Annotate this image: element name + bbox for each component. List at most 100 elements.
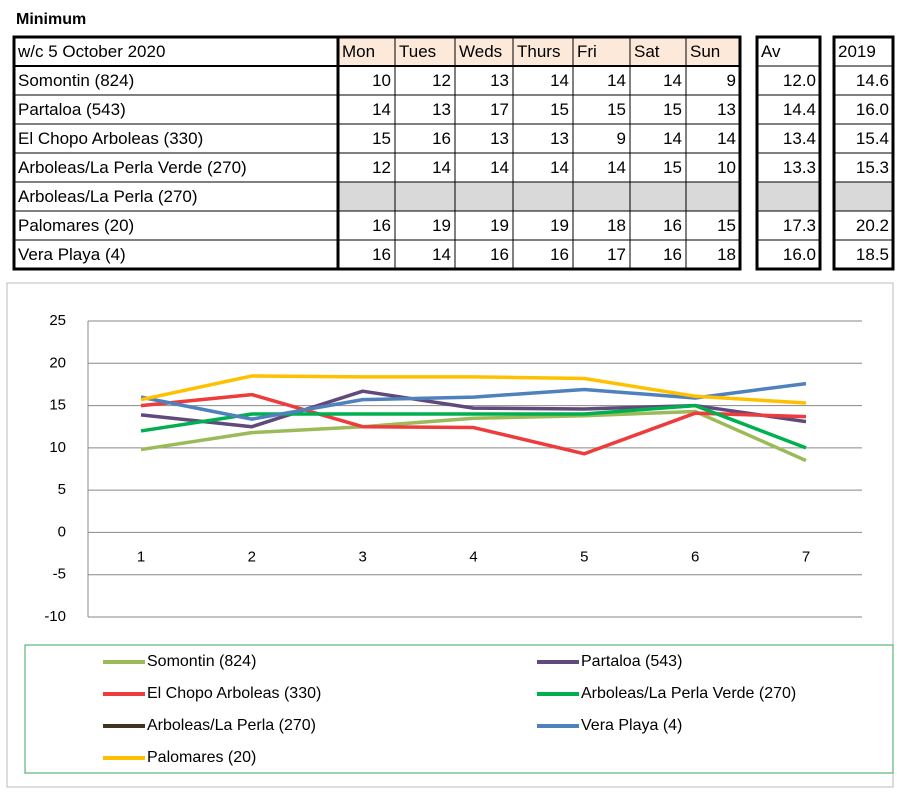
cell-text: 14 (717, 129, 736, 148)
cell-text: 14 (607, 158, 626, 177)
cell-text: 16.0 (783, 245, 816, 264)
header-cell-text: w/c 5 October 2020 (17, 42, 165, 61)
table-cell (394, 94, 456, 125)
header-cell-text: Av (761, 42, 781, 61)
table-cell (454, 152, 514, 183)
cell-text: 9 (617, 129, 626, 148)
cell-text: 19 (550, 216, 569, 235)
table-border (832, 35, 895, 271)
cell-text: 18 (607, 216, 626, 235)
header-cell-text: Fri (577, 42, 597, 61)
table-cell (629, 239, 687, 270)
cell-text: 13 (490, 71, 509, 90)
cell-text: 14 (607, 71, 626, 90)
cell-text: 16 (663, 216, 682, 235)
cell-text: 14 (550, 71, 569, 90)
header-cell-text: Sat (634, 42, 660, 61)
header-cell-text: Thurs (517, 42, 560, 61)
table-cell (13, 123, 339, 154)
y-tick-label: 0 (58, 523, 66, 540)
table-cell (572, 94, 631, 125)
cell-text: 15 (372, 129, 391, 148)
cell-text: 18.5 (856, 245, 889, 264)
cell-text: 15 (550, 100, 569, 119)
header-cell-text: Sun (690, 42, 720, 61)
cell-text: 20.2 (856, 216, 889, 235)
cell-text: 15 (663, 158, 682, 177)
cell-text: 15.3 (856, 158, 889, 177)
cell-text: 17 (490, 100, 509, 119)
table-cell (13, 181, 339, 212)
cell-text: 15 (663, 100, 682, 119)
table-cell (572, 239, 631, 270)
table-cell (629, 94, 687, 125)
table-cell (685, 152, 741, 183)
y-tick-label: 20 (49, 354, 66, 371)
table-cell (394, 181, 456, 212)
cell-text: Arboleas/La Perla Verde (270) (18, 158, 247, 177)
cell-text: 14 (663, 71, 682, 90)
table-cell (756, 181, 821, 212)
cell-text: 19 (432, 216, 451, 235)
cell-text: 16 (372, 245, 391, 264)
table-cell (685, 181, 741, 212)
table-cell (572, 36, 631, 67)
cell-text: 17 (607, 245, 626, 264)
cell-text: 13 (550, 129, 569, 148)
cell-text: 10 (372, 71, 391, 90)
x-tick-label: 6 (691, 548, 699, 565)
header-cell-text: Tues (399, 42, 436, 61)
table-cell (756, 36, 821, 67)
table-cell (756, 94, 821, 125)
y-tick-label: 5 (58, 481, 66, 498)
legend-label: Partaloa (543) (581, 653, 682, 670)
cell-text: 16 (663, 245, 682, 264)
table-border (755, 35, 822, 271)
cell-text: 13 (717, 100, 736, 119)
y-tick-label: 15 (49, 397, 66, 414)
table-cell (833, 123, 894, 154)
legend-label: Vera Playa (4) (581, 717, 682, 734)
table-cell (13, 65, 339, 96)
cell-text: 13.3 (783, 158, 816, 177)
page-title: Minimum (16, 11, 86, 28)
table-cell (833, 65, 894, 96)
table-cell (337, 123, 396, 154)
cell-text: 14 (490, 158, 509, 177)
cell-text: 13 (432, 100, 451, 119)
y-tick-label: 10 (49, 439, 66, 456)
table-cell (572, 181, 631, 212)
cell-text: 14 (663, 129, 682, 148)
series-line (140, 374, 807, 405)
table-border (12, 35, 742, 271)
legend-label: Arboleas/La Perla (270) (147, 717, 316, 734)
table-cell (337, 181, 396, 212)
table-cell (572, 210, 631, 241)
table-cell (685, 36, 741, 67)
table-cell (629, 210, 687, 241)
cell-text: 15 (607, 100, 626, 119)
cell-text: 14 (550, 158, 569, 177)
y-tick-label: -5 (53, 566, 66, 583)
table-cell (454, 239, 514, 270)
x-tick-label: 5 (580, 548, 588, 565)
table-cell (454, 181, 514, 212)
cell-text: 19 (490, 216, 509, 235)
cell-text: 12.0 (783, 71, 816, 90)
table-cell (337, 210, 396, 241)
legend-label: El Chopo Arboleas (330) (147, 685, 321, 702)
cell-text: 16 (372, 216, 391, 235)
header-cell-text: Weds (459, 42, 502, 61)
cell-text: Arboleas/La Perla (270) (18, 187, 198, 206)
cell-text: 15.4 (856, 129, 889, 148)
table-cell (629, 36, 687, 67)
cell-text: 18 (717, 245, 736, 264)
cell-text: 9 (727, 71, 736, 90)
table-cell (394, 210, 456, 241)
cell-text: Palomares (20) (18, 216, 134, 235)
cell-text: 10 (717, 158, 736, 177)
x-tick-label: 1 (137, 548, 145, 565)
cell-text: 16 (432, 129, 451, 148)
cell-text: 14 (372, 100, 391, 119)
